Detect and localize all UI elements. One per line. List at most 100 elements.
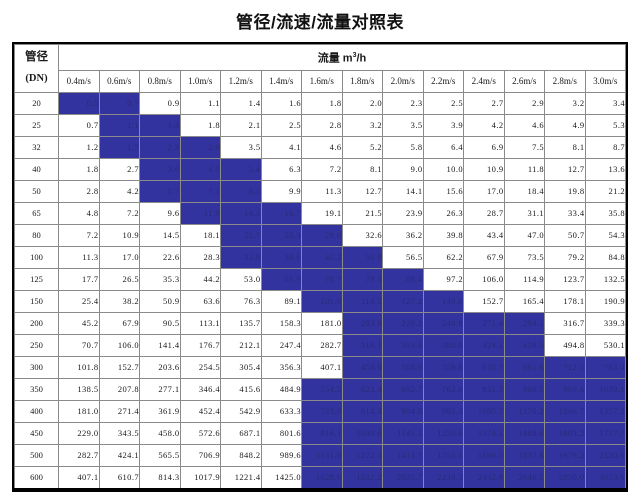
table-row: 65 4.8 7.2 9.6 11.9 14.3 16.7 19.1 21.5 23.9 26.3 2… [14,201,626,225]
flow-value-cell: 831.3 [463,377,505,401]
flow-value-cell: 15.6 [422,179,464,203]
flow-value-cell: 5.4 [220,157,262,181]
flow-value-cell: 559.8 [422,355,464,379]
flow-value-cell: 45.2 [58,311,100,335]
flow-value-cell: 424.1 [463,333,505,357]
dn-cell: 400 [14,399,59,423]
flow-value-cell: 165.4 [503,289,545,313]
flow-value-cell: 45.2 [301,245,343,269]
dn-cell: 80 [14,223,59,247]
flow-value-cell: 152.7 [463,289,505,313]
flow-value-cell: 62.2 [422,245,464,269]
flow-value-cell: 61.9 [260,267,302,291]
flow-value-cell: 28.7 [463,201,505,225]
flow-value-cell: 28.3 [179,245,221,269]
flow-value-cell: 132.5 [584,267,626,291]
flow-value-cell: 0.7 [58,113,100,137]
flow-value-cell: 361.9 [139,399,181,423]
flow-value-cell: 229.0 [58,421,100,445]
flow-value-cell: 10.0 [422,157,464,181]
flow-value-cell: 1266.7 [544,399,586,423]
flow-value-cell: 0.5 [58,91,100,115]
flow-value-cell: 38.2 [98,289,140,313]
flow-value-cell: 1.4 [220,91,262,115]
flow-value-cell: 1979.2 [544,443,586,467]
velocity-column-header: 0.8m/s [139,69,181,93]
flow-value-cell: 14.3 [220,201,262,225]
flow-value-cell: 1555.1 [422,443,464,467]
flow-value-cell: 33.9 [220,245,262,269]
dn-cell: 25 [14,113,59,137]
flow-value-cell: 43.4 [463,223,505,247]
flow-value-cell: 346.4 [179,377,221,401]
flow-value-cell: 247.4 [260,333,302,357]
flow-value-cell: 2.7 [463,91,505,115]
flow-value-cell: 26.5 [98,267,140,291]
flow-value-cell: 1425.0 [260,465,302,490]
flow-value-cell: 50.9 [341,245,383,269]
dn-cell: 125 [14,267,59,291]
velocity-column-header: 2.6m/s [503,69,545,93]
flow-value-cell: 21.5 [341,201,383,225]
flow-value-cell: 4.8 [58,201,100,225]
flow-value-cell: 452.4 [179,399,221,423]
flow-value-cell: 203.6 [341,311,383,335]
table-row: 25 0.7 1.1 1.4 1.8 2.1 2.5 2.8 3.2 3.5 3.9 4.2 4.6 4.… [14,113,626,137]
flow-value-cell: 76.3 [220,289,262,313]
flow-value-cell: 70.7 [58,333,100,357]
dn-column-header: 管径 (DN) [14,44,59,93]
flow-value-cell: 4.1 [260,135,302,159]
flow-value-cell: 484.9 [260,377,302,401]
flow-header-exponent: 3 [352,52,357,59]
table-row: 125 17.7 26.5 35.3 44.2 53.0 61.9 70.7 79.5 88.4 9… [14,267,626,291]
flow-table-container: 管径 (DN) 流量 m3/h 0.4m/s 0.6m/s 0.8m/s 1.0m/s… [12,42,628,492]
flow-value-cell: 2.9 [179,135,221,159]
flow-header-unit: /h [356,52,367,65]
flow-value-cell: 181.0 [58,399,100,423]
flow-value-cell: 424.1 [98,443,140,467]
flow-rate-group-header: 流量 m3/h [58,44,626,71]
table-row: 250 70.7 106.0 141.4 176.7 212.1 247.4 282.7 318… [14,333,626,357]
table-row: 20 0.5 0.7 0.9 1.1 1.4 1.6 1.8 2.0 2.3 2.5 2.7 2.9 3.… [14,91,626,115]
flow-value-cell: 723.8 [301,399,343,423]
flow-value-cell: 7.2 [98,201,140,225]
flow-value-cell: 26.3 [422,201,464,225]
flow-value-cell: 1603.2 [544,421,586,445]
flow-value-cell: 407.1 [58,465,100,490]
flow-value-cell: 305.4 [220,355,262,379]
flow-value-cell: 127.2 [382,289,424,313]
flow-value-cell: 11.8 [503,157,545,181]
dn-cell: 32 [14,135,59,159]
flow-value-cell: 4.5 [179,157,221,181]
flow-value-cell: 11.9 [179,201,221,225]
pipe-flow-table: 管径 (DN) 流量 m3/h 0.4m/s 0.6m/s 0.8m/s 1.0m/s… [14,44,626,490]
flow-value-cell: 1085.7 [463,399,505,423]
flow-value-cell: 2.1 [220,113,262,137]
flow-value-cell: 407.1 [301,355,343,379]
flow-value-cell: 1131.0 [301,443,343,467]
flow-value-cell: 207.8 [98,377,140,401]
table-row: 350 138.5 207.8 277.1 346.4 415.6 484.9 554.2 62… [14,377,626,401]
flow-value-cell: 70.7 [301,267,343,291]
flow-value-cell: 900.5 [503,377,545,401]
flow-value-cell: 89.1 [260,289,302,313]
flow-value-cell: 995.3 [422,399,464,423]
flow-value-cell: 5.7 [139,179,181,203]
flow-value-cell: 814.3 [341,399,383,423]
flow-value-cell: 140.0 [422,289,464,313]
flow-value-cell: 848.2 [220,443,262,467]
flow-value-cell: 3053.6 [584,465,626,490]
flow-value-cell: 9.9 [260,179,302,203]
flow-value-cell: 31.1 [503,201,545,225]
table-row: 400 181.0 271.4 361.9 452.4 542.9 633.3 723.8 81… [14,399,626,423]
flow-value-cell: 277.1 [139,377,181,401]
flow-value-cell: 2035.7 [382,465,424,490]
flow-value-cell: 661.6 [503,355,545,379]
flow-value-cell: 12.7 [544,157,586,181]
flow-value-cell: 1.1 [179,91,221,115]
flow-value-cell: 2442.9 [463,465,505,490]
flow-value-cell: 14.5 [139,223,181,247]
dn-cell: 200 [14,311,59,335]
dn-cell: 40 [14,157,59,181]
flow-value-cell: 3.9 [422,113,464,137]
